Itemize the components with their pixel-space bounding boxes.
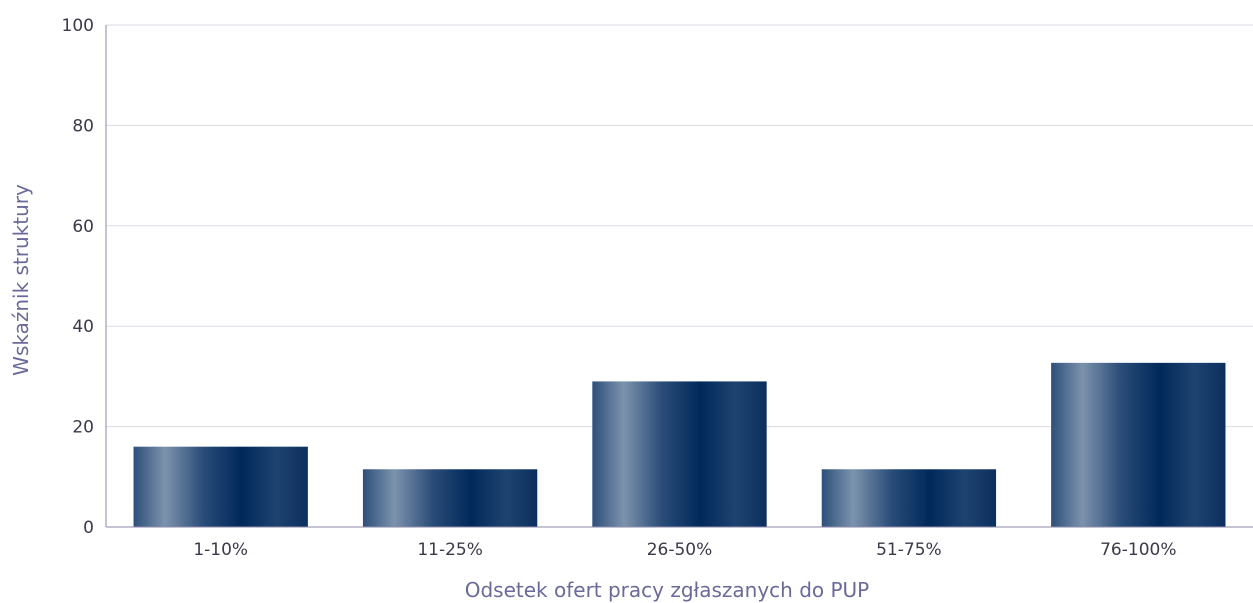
y-tick-label: 20 — [72, 418, 94, 438]
x-axis-title: Odsetek ofert pracy zgłaszanych do PUP — [465, 578, 870, 602]
y-tick-label: 100 — [62, 16, 94, 36]
axes — [105, 25, 1253, 528]
bar-51-75% — [821, 469, 997, 527]
y-tick-label: 80 — [72, 116, 94, 136]
x-tick-label: 26-50% — [647, 540, 713, 560]
bars — [133, 362, 1226, 527]
y-axis-title: Wskaźnik struktury — [9, 184, 33, 376]
bar-26-50% — [592, 381, 767, 527]
y-tick-label: 0 — [83, 518, 94, 538]
x-tick-label: 1-10% — [193, 540, 248, 560]
bar-76-100% — [1051, 362, 1226, 527]
y-tick-label: 60 — [72, 217, 94, 237]
y-tick-label: 40 — [72, 317, 94, 337]
bar-1-10% — [133, 446, 308, 527]
y-tick-labels: 0 20 40 60 80 100 — [62, 16, 94, 538]
x-tick-label: 76-100% — [1100, 540, 1176, 560]
x-tick-labels: 1-10% 11-25% 26-50% 51-75% 76-100% — [193, 540, 1176, 560]
bar-11-25% — [362, 469, 538, 527]
x-tick-label: 51-75% — [876, 540, 942, 560]
x-tick-label: 11-25% — [417, 540, 483, 560]
